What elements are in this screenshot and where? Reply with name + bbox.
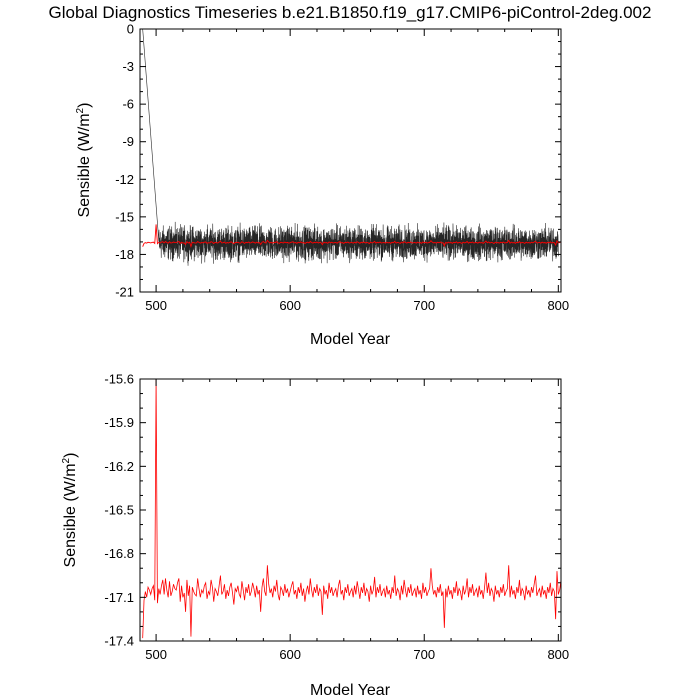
bottom-y-axis-title: Sensible (W/m2)	[61, 453, 79, 568]
top-panel: 0 -3 -6 -9 -12 -15 -18 -21 500 600 700 800 Model Y…	[75, 22, 569, 349]
x-tick-label: 600	[279, 298, 301, 313]
bottom-series-group	[142, 379, 561, 639]
bottom-tick-marks	[140, 378, 561, 642]
bottom-x-axis-title: Model Year	[310, 682, 391, 699]
y-tick-label: 0	[127, 22, 134, 37]
annual-series-line	[142, 224, 561, 249]
top-x-tick-labels: 500 600 700 800	[145, 298, 569, 313]
top-y-axis-title: Sensible (W/m2)	[75, 103, 93, 218]
x-tick-label: 600	[279, 647, 301, 662]
bottom-panel: -15.6 -15.9 -16.2 -16.5 -16.8 -17.1 -17.4 500 6…	[61, 372, 569, 700]
y-tick-label: -15.9	[104, 415, 134, 430]
x-tick-label: 700	[413, 298, 435, 313]
annual-series-line	[142, 379, 561, 639]
x-tick-label: 700	[413, 647, 435, 662]
top-y-tick-labels: 0 -3 -6 -9 -12 -15 -18 -21	[115, 22, 134, 300]
y-tick-label: -9	[122, 134, 134, 149]
y-tick-label: -15	[115, 209, 134, 224]
monthly-series-line	[142, 28, 559, 266]
y-tick-label: -15.6	[104, 372, 134, 387]
x-tick-label: 800	[547, 647, 569, 662]
bottom-x-tick-labels: 500 600 700 800	[145, 647, 569, 662]
y-tick-label: -17.4	[104, 634, 134, 649]
y-tick-label: -21	[115, 285, 134, 300]
top-x-axis-title: Model Year	[310, 331, 391, 348]
y-tick-label: -18	[115, 247, 134, 262]
x-tick-label: 500	[145, 298, 167, 313]
y-tick-label: -12	[115, 172, 134, 187]
y-tick-label: -16.5	[104, 503, 134, 518]
bottom-y-tick-labels: -15.6 -15.9 -16.2 -16.5 -16.8 -17.1 -17.4	[104, 372, 134, 649]
top-plot-frame	[139, 28, 562, 293]
y-tick-label: -16.8	[104, 546, 134, 561]
figure-title: Global Diagnostics Timeseries b.e21.B185…	[49, 3, 652, 22]
y-tick-label: -3	[122, 59, 134, 74]
x-tick-label: 800	[547, 298, 569, 313]
bottom-plot-frame	[139, 378, 562, 642]
y-tick-label: -6	[122, 97, 134, 112]
x-tick-label: 500	[145, 647, 167, 662]
top-series-group	[142, 28, 561, 266]
y-tick-label: -17.1	[104, 590, 134, 605]
y-tick-label: -16.2	[104, 459, 134, 474]
